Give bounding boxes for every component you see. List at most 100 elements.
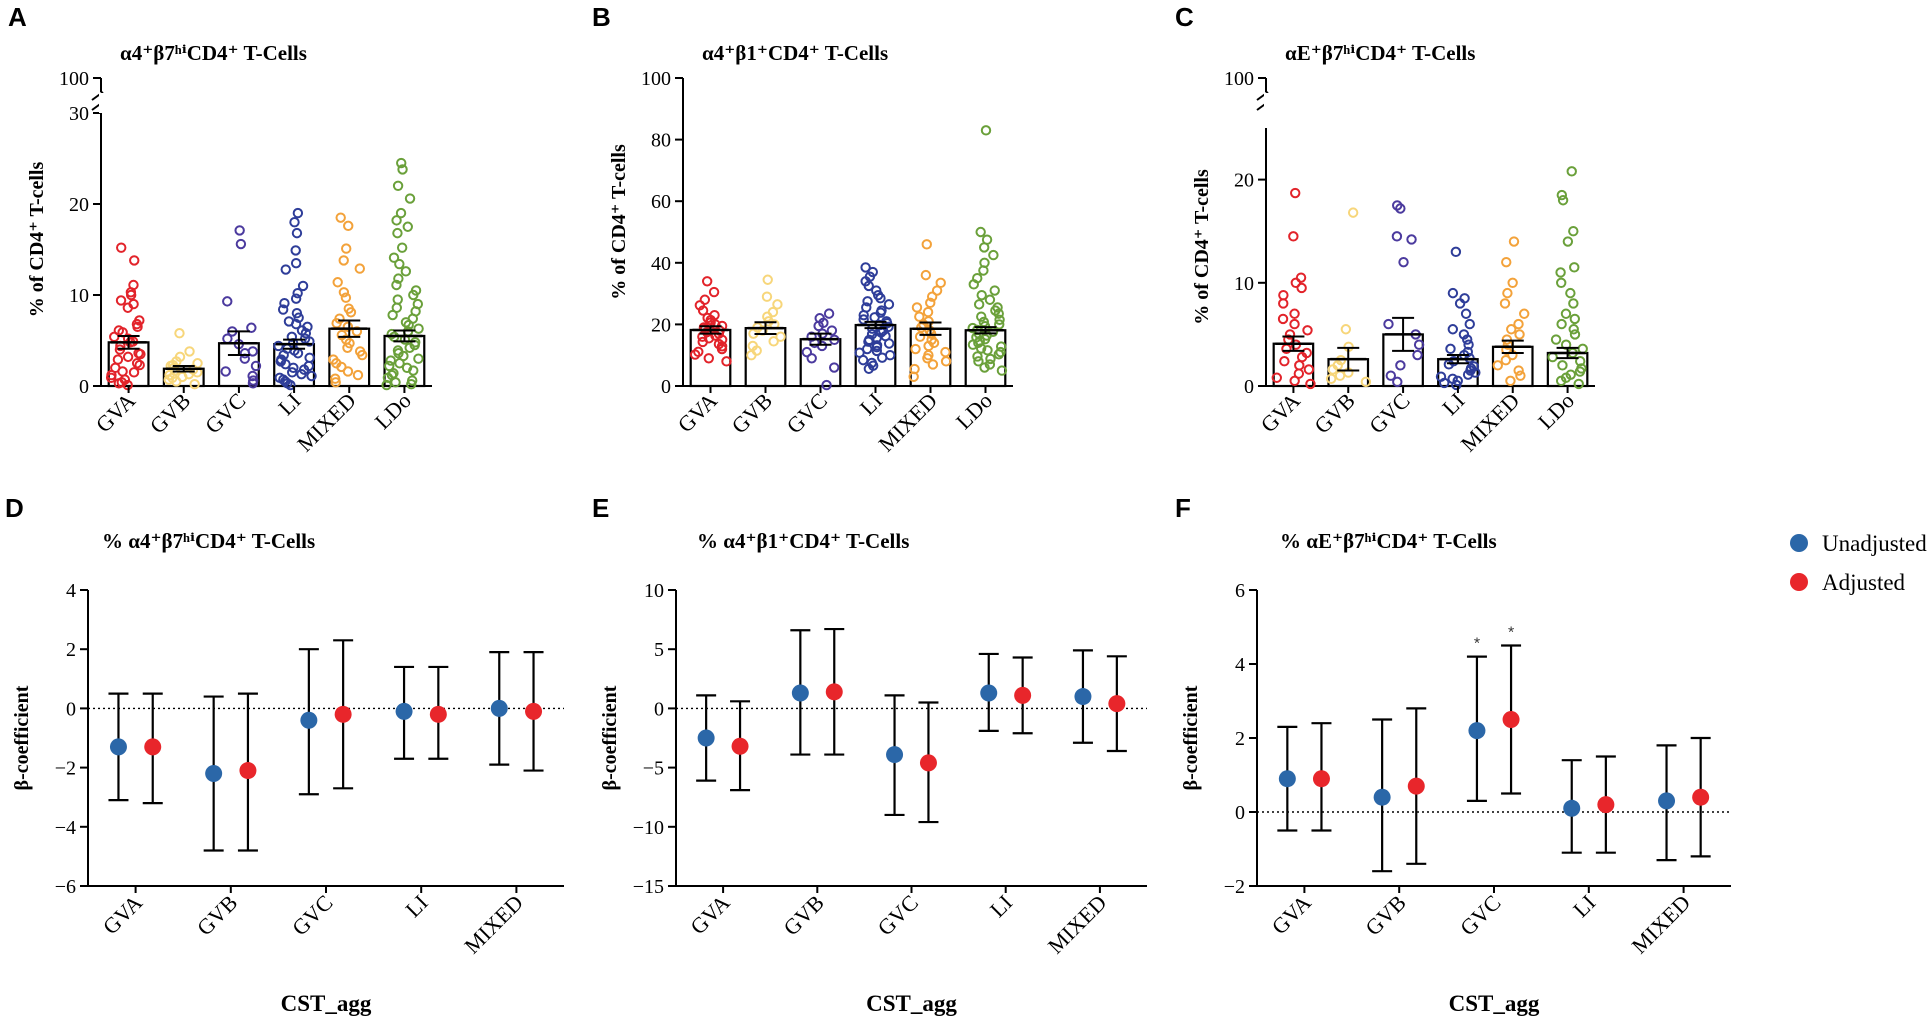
point-unadjusted-gvc bbox=[1468, 722, 1486, 740]
data-point-gva bbox=[721, 356, 732, 367]
data-point-li bbox=[1463, 339, 1474, 350]
data-point-mixed bbox=[331, 318, 342, 329]
point-adjusted-gvc bbox=[334, 705, 352, 723]
y-tick-label: −10 bbox=[633, 817, 664, 839]
data-point-mixed bbox=[940, 356, 952, 367]
data-point-mixed bbox=[342, 321, 354, 333]
data-point-gva bbox=[1289, 375, 1300, 387]
data-point-ldo bbox=[1557, 360, 1568, 371]
data-point-gvb bbox=[775, 331, 786, 342]
point-adjusted-gvc bbox=[1502, 711, 1520, 728]
data-point-gvb bbox=[189, 378, 200, 390]
panels: Aα4⁺β7ʰⁱCD4⁺ T-Cells % of CD4⁺ T-cells 0 10… bbox=[5, 2, 1731, 1016]
data-point-ldo bbox=[1569, 262, 1580, 273]
data-point-gva bbox=[1290, 187, 1301, 199]
data-point-ldo bbox=[976, 289, 987, 301]
y-axis-label: % of CD4⁺ T-cells bbox=[1191, 169, 1213, 325]
data-point-mixed bbox=[1515, 370, 1526, 381]
x-tick-label: LI bbox=[855, 388, 887, 420]
data-point-mixed bbox=[927, 359, 939, 370]
data-point-li bbox=[1439, 377, 1450, 389]
legend: Unadjusted Adjusted bbox=[1790, 531, 1927, 595]
y-tick-label: 100 bbox=[59, 68, 89, 90]
data-point-mixed bbox=[1502, 287, 1513, 299]
point-adjusted-gvb bbox=[239, 762, 257, 780]
y-tick-label: 6 bbox=[1235, 580, 1245, 602]
point-unadjusted-li bbox=[1563, 799, 1581, 817]
data-point-gvc bbox=[1383, 318, 1394, 330]
data-point-gva bbox=[708, 286, 720, 298]
data-point-mixed bbox=[920, 269, 932, 281]
data-point-li bbox=[1445, 343, 1456, 355]
panel-letter: A bbox=[8, 2, 27, 32]
y-tick-label: 0 bbox=[66, 698, 76, 720]
x-tick-label: MIXED bbox=[292, 388, 361, 457]
data-point-gvb bbox=[1326, 373, 1337, 384]
point-adjusted-gvb bbox=[825, 683, 843, 701]
x-tick-label: GVB bbox=[1309, 388, 1360, 439]
data-point-mixed bbox=[342, 366, 354, 377]
data-point-gvc bbox=[1413, 339, 1425, 350]
data-point-gva bbox=[1305, 378, 1316, 390]
point-unadjusted-li bbox=[395, 702, 413, 720]
data-point-gva bbox=[1278, 289, 1289, 301]
data-point-li bbox=[300, 328, 312, 339]
x-tick-label: GVA bbox=[673, 388, 722, 437]
x-tick-label: GVB bbox=[192, 890, 243, 941]
y-tick-label: 40 bbox=[651, 253, 671, 275]
x-tick-label: GVB bbox=[1360, 890, 1411, 941]
panel-letter: D bbox=[5, 493, 24, 523]
point-unadjusted-gva bbox=[1278, 770, 1296, 788]
data-point-gvb bbox=[772, 299, 783, 310]
y-tick-label: −4 bbox=[55, 817, 76, 839]
data-point-gvc bbox=[250, 360, 262, 372]
data-point-ldo bbox=[392, 180, 404, 192]
panel-title: α4⁺β1⁺CD4⁺ T-Cells bbox=[702, 41, 888, 65]
data-point-ldo bbox=[973, 356, 984, 367]
data-point-mixed bbox=[335, 212, 346, 223]
data-point-gvc bbox=[1391, 231, 1403, 242]
data-point-gvc bbox=[1392, 376, 1403, 388]
data-point-li bbox=[863, 363, 875, 374]
data-point-gvc bbox=[801, 346, 813, 358]
data-point-gva bbox=[135, 348, 146, 360]
data-point-ldo bbox=[381, 379, 392, 391]
y-tick-label: −15 bbox=[633, 876, 664, 898]
x-tick-label: LI bbox=[985, 890, 1017, 922]
data-point-gva bbox=[115, 295, 127, 306]
data-point-li bbox=[1461, 334, 1473, 345]
data-point-li bbox=[286, 331, 298, 343]
data-point-ldo bbox=[973, 337, 984, 349]
data-point-gva bbox=[128, 367, 140, 378]
panel-d: D % α4⁺β7ʰⁱCD4⁺ T-Cells β-coefficient −6 −4 −… bbox=[5, 493, 564, 1016]
data-point-ldo bbox=[396, 157, 407, 169]
data-point-gvc bbox=[816, 340, 828, 352]
data-point-mixed bbox=[330, 377, 341, 388]
data-point-gva bbox=[105, 372, 117, 384]
data-point-li bbox=[290, 245, 301, 256]
data-point-mixed bbox=[343, 220, 354, 232]
y-tick-label: 2 bbox=[1235, 728, 1245, 750]
data-point-gva bbox=[116, 242, 127, 253]
data-point-gvb bbox=[171, 376, 182, 387]
data-point-gva bbox=[701, 276, 713, 287]
data-point-li bbox=[304, 336, 315, 347]
data-point-li bbox=[292, 207, 304, 219]
x-tick-label: GVA bbox=[685, 890, 734, 939]
data-point-li bbox=[290, 293, 302, 304]
y-tick-label: −2 bbox=[55, 758, 76, 780]
data-point-ldo bbox=[985, 353, 996, 365]
y-tick-label: 60 bbox=[651, 191, 671, 213]
x-tick-label: GVC bbox=[200, 388, 251, 439]
data-point-li bbox=[280, 264, 291, 275]
x-axis-label: CST_agg bbox=[1449, 991, 1540, 1016]
data-point-mixed bbox=[1513, 365, 1524, 376]
data-point-gvc bbox=[234, 225, 245, 236]
data-point-gvb bbox=[762, 311, 773, 322]
panel-letter: C bbox=[1175, 2, 1194, 32]
data-point-gvc bbox=[1406, 234, 1417, 245]
data-point-ldo bbox=[384, 360, 395, 372]
panel-title: % α4⁺β7ʰⁱCD4⁺ T-Cells bbox=[102, 529, 315, 553]
y-tick-label: 4 bbox=[66, 580, 76, 602]
data-point-li bbox=[871, 341, 883, 353]
